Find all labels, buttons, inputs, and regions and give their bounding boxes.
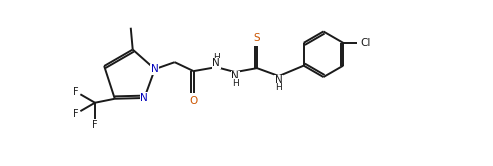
Text: N: N (275, 75, 282, 85)
Text: N: N (151, 64, 159, 74)
Text: S: S (254, 33, 260, 43)
Text: H: H (232, 79, 239, 87)
Text: O: O (189, 96, 198, 106)
Text: H: H (213, 53, 220, 62)
Text: F: F (73, 109, 79, 119)
Text: H: H (276, 83, 282, 92)
Text: F: F (73, 87, 79, 97)
Text: Cl: Cl (361, 38, 371, 48)
Text: N: N (231, 71, 239, 81)
Text: F: F (92, 120, 98, 129)
Text: N: N (141, 93, 148, 103)
Text: N: N (212, 58, 220, 68)
